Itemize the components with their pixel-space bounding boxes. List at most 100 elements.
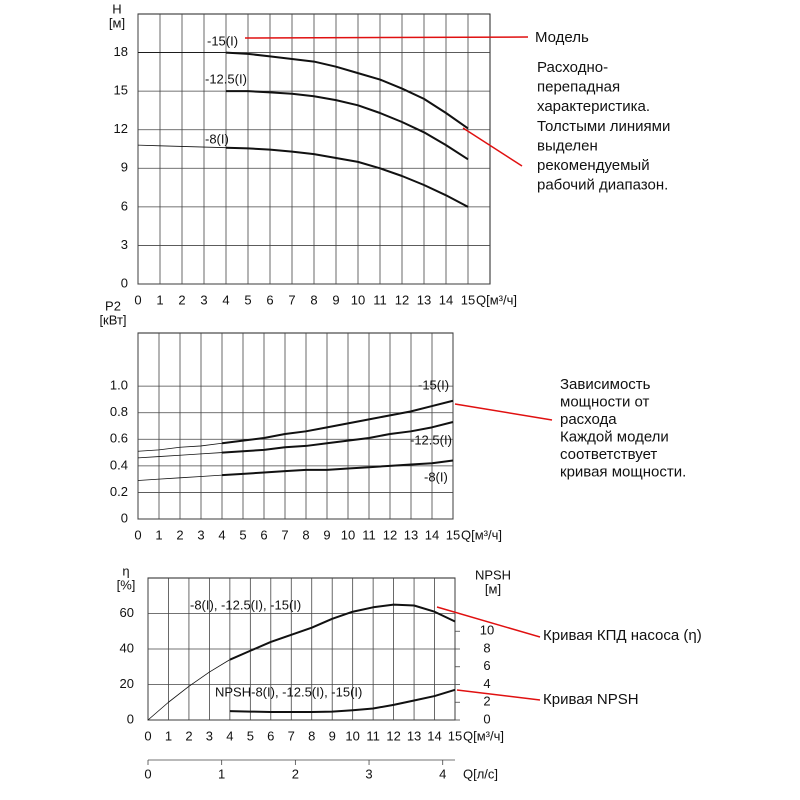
pointer-line — [244, 36, 529, 39]
x-tick-label: 3 — [197, 527, 204, 542]
y-tick-label: 0.8 — [110, 404, 128, 419]
x-tick-label: 6 — [260, 527, 267, 542]
x-tick-label: 9 — [329, 728, 336, 743]
x-tick-label: 2 — [176, 527, 183, 542]
y2-tick-label: 6 — [483, 658, 490, 673]
y2-tick-label: 10 — [480, 623, 494, 638]
annotation: Кривая КПД насоса (η) — [543, 627, 702, 644]
x-tick-label: 11 — [373, 292, 387, 307]
x-tick-label: 15 — [448, 728, 462, 743]
x-tick-label: 2 — [185, 728, 192, 743]
y-tick-label: 6 — [121, 198, 128, 213]
x-tick-label: 13 — [407, 728, 421, 743]
y-axis-label: H — [112, 1, 121, 16]
y-axis-label: [кВт] — [99, 312, 126, 327]
x-tick-label: 4 — [222, 292, 229, 307]
pointer-line — [462, 127, 523, 167]
y-axis-label: P2 — [105, 298, 121, 313]
x-tick-label: 14 — [439, 292, 453, 307]
y-tick-label: 18 — [114, 44, 128, 59]
x-tick-label: 2 — [178, 292, 185, 307]
x2-axis-label: Q[л/с] — [463, 766, 498, 781]
curve-label: NPSH-8(I), -12.5(I), -15(I) — [215, 684, 362, 699]
x-tick-label: 12 — [383, 527, 397, 542]
y-tick-label: 0.4 — [110, 457, 128, 472]
y-axis-label: [м] — [109, 15, 125, 30]
pointer-line — [436, 606, 541, 638]
x-tick-label: 6 — [267, 728, 274, 743]
x-tick-label: 0 — [134, 527, 141, 542]
x-axis-label: Q[м³/ч] — [461, 527, 502, 542]
x-tick-label: 7 — [288, 292, 295, 307]
x-tick-label: 1 — [156, 292, 163, 307]
x-axis-label: Q[м³/ч] — [476, 292, 517, 307]
x-tick-label: 10 — [345, 728, 359, 743]
annotation: соответствует — [560, 446, 657, 463]
curve — [221, 421, 454, 454]
x-tick-label: 5 — [244, 292, 251, 307]
curve — [226, 90, 469, 161]
x-tick-label: 13 — [404, 527, 418, 542]
annotation: Зависимость — [560, 376, 651, 393]
annotation: рекомендуемый — [537, 157, 650, 174]
curve — [225, 146, 469, 208]
y-axis-label: η — [122, 563, 129, 578]
annotation: выделен — [537, 137, 598, 154]
x-tick-label: 9 — [332, 292, 339, 307]
y-tick-label: 12 — [114, 121, 128, 136]
curve-label: -15(I) — [418, 377, 449, 392]
x-tick-label: 9 — [323, 527, 330, 542]
x-tick-label: 3 — [206, 728, 213, 743]
curve — [221, 459, 454, 477]
y2-tick-label: 8 — [483, 640, 490, 655]
x-tick-label: 1 — [155, 527, 162, 542]
x-tick-label: 7 — [288, 728, 295, 743]
curve-label: -15(I) — [207, 33, 238, 48]
x-tick-label: 14 — [427, 728, 441, 743]
x-tick-label: 7 — [281, 527, 288, 542]
x2-tick-label: 2 — [292, 766, 299, 781]
annotation: Кривая NPSH — [543, 691, 639, 708]
x-tick-label: 4 — [218, 527, 225, 542]
y-tick-label: 0 — [121, 275, 128, 290]
y2-axis-label: NPSH — [475, 567, 511, 582]
x-tick-label: 11 — [362, 527, 376, 542]
x-axis-label: Q[м³/ч] — [463, 728, 504, 743]
annotation: Толстыми линиями — [537, 118, 670, 135]
x-tick-label: 8 — [310, 292, 317, 307]
x-tick-label: 11 — [366, 728, 380, 743]
x-tick-label: 1 — [165, 728, 172, 743]
y2-tick-label: 2 — [483, 694, 490, 709]
y-tick-label: 3 — [121, 237, 128, 252]
y-tick-label: 0 — [127, 711, 134, 726]
x-tick-label: 12 — [386, 728, 400, 743]
x2-tick-label: 0 — [144, 766, 151, 781]
curve — [137, 452, 223, 459]
plot-frame — [137, 332, 454, 520]
curve — [137, 144, 227, 149]
y-tick-label: 0.6 — [110, 431, 128, 446]
curve — [225, 51, 469, 130]
x-tick-label: 6 — [266, 292, 273, 307]
x-tick-label: 5 — [239, 527, 246, 542]
y-tick-label: 15 — [114, 83, 128, 98]
y-tick-label: 0 — [121, 510, 128, 525]
curve — [137, 474, 223, 481]
curve-label: -8(I) — [424, 469, 448, 484]
y2-axis-label: [м] — [485, 581, 501, 596]
x-tick-label: 13 — [417, 292, 431, 307]
annotation: мощности от — [560, 393, 650, 410]
pointer-line — [454, 403, 553, 421]
curve — [147, 659, 231, 721]
curve — [137, 442, 223, 452]
x-tick-label: 0 — [144, 728, 151, 743]
x-tick-label: 0 — [134, 292, 141, 307]
x-tick-label: 3 — [200, 292, 207, 307]
x-tick-label: 4 — [226, 728, 233, 743]
x2-tick-label: 4 — [439, 766, 446, 781]
y-axis-label: [%] — [117, 577, 136, 592]
y-tick-label: 0.2 — [110, 484, 128, 499]
x-tick-label: 15 — [446, 527, 460, 542]
y-tick-label: 60 — [120, 605, 134, 620]
